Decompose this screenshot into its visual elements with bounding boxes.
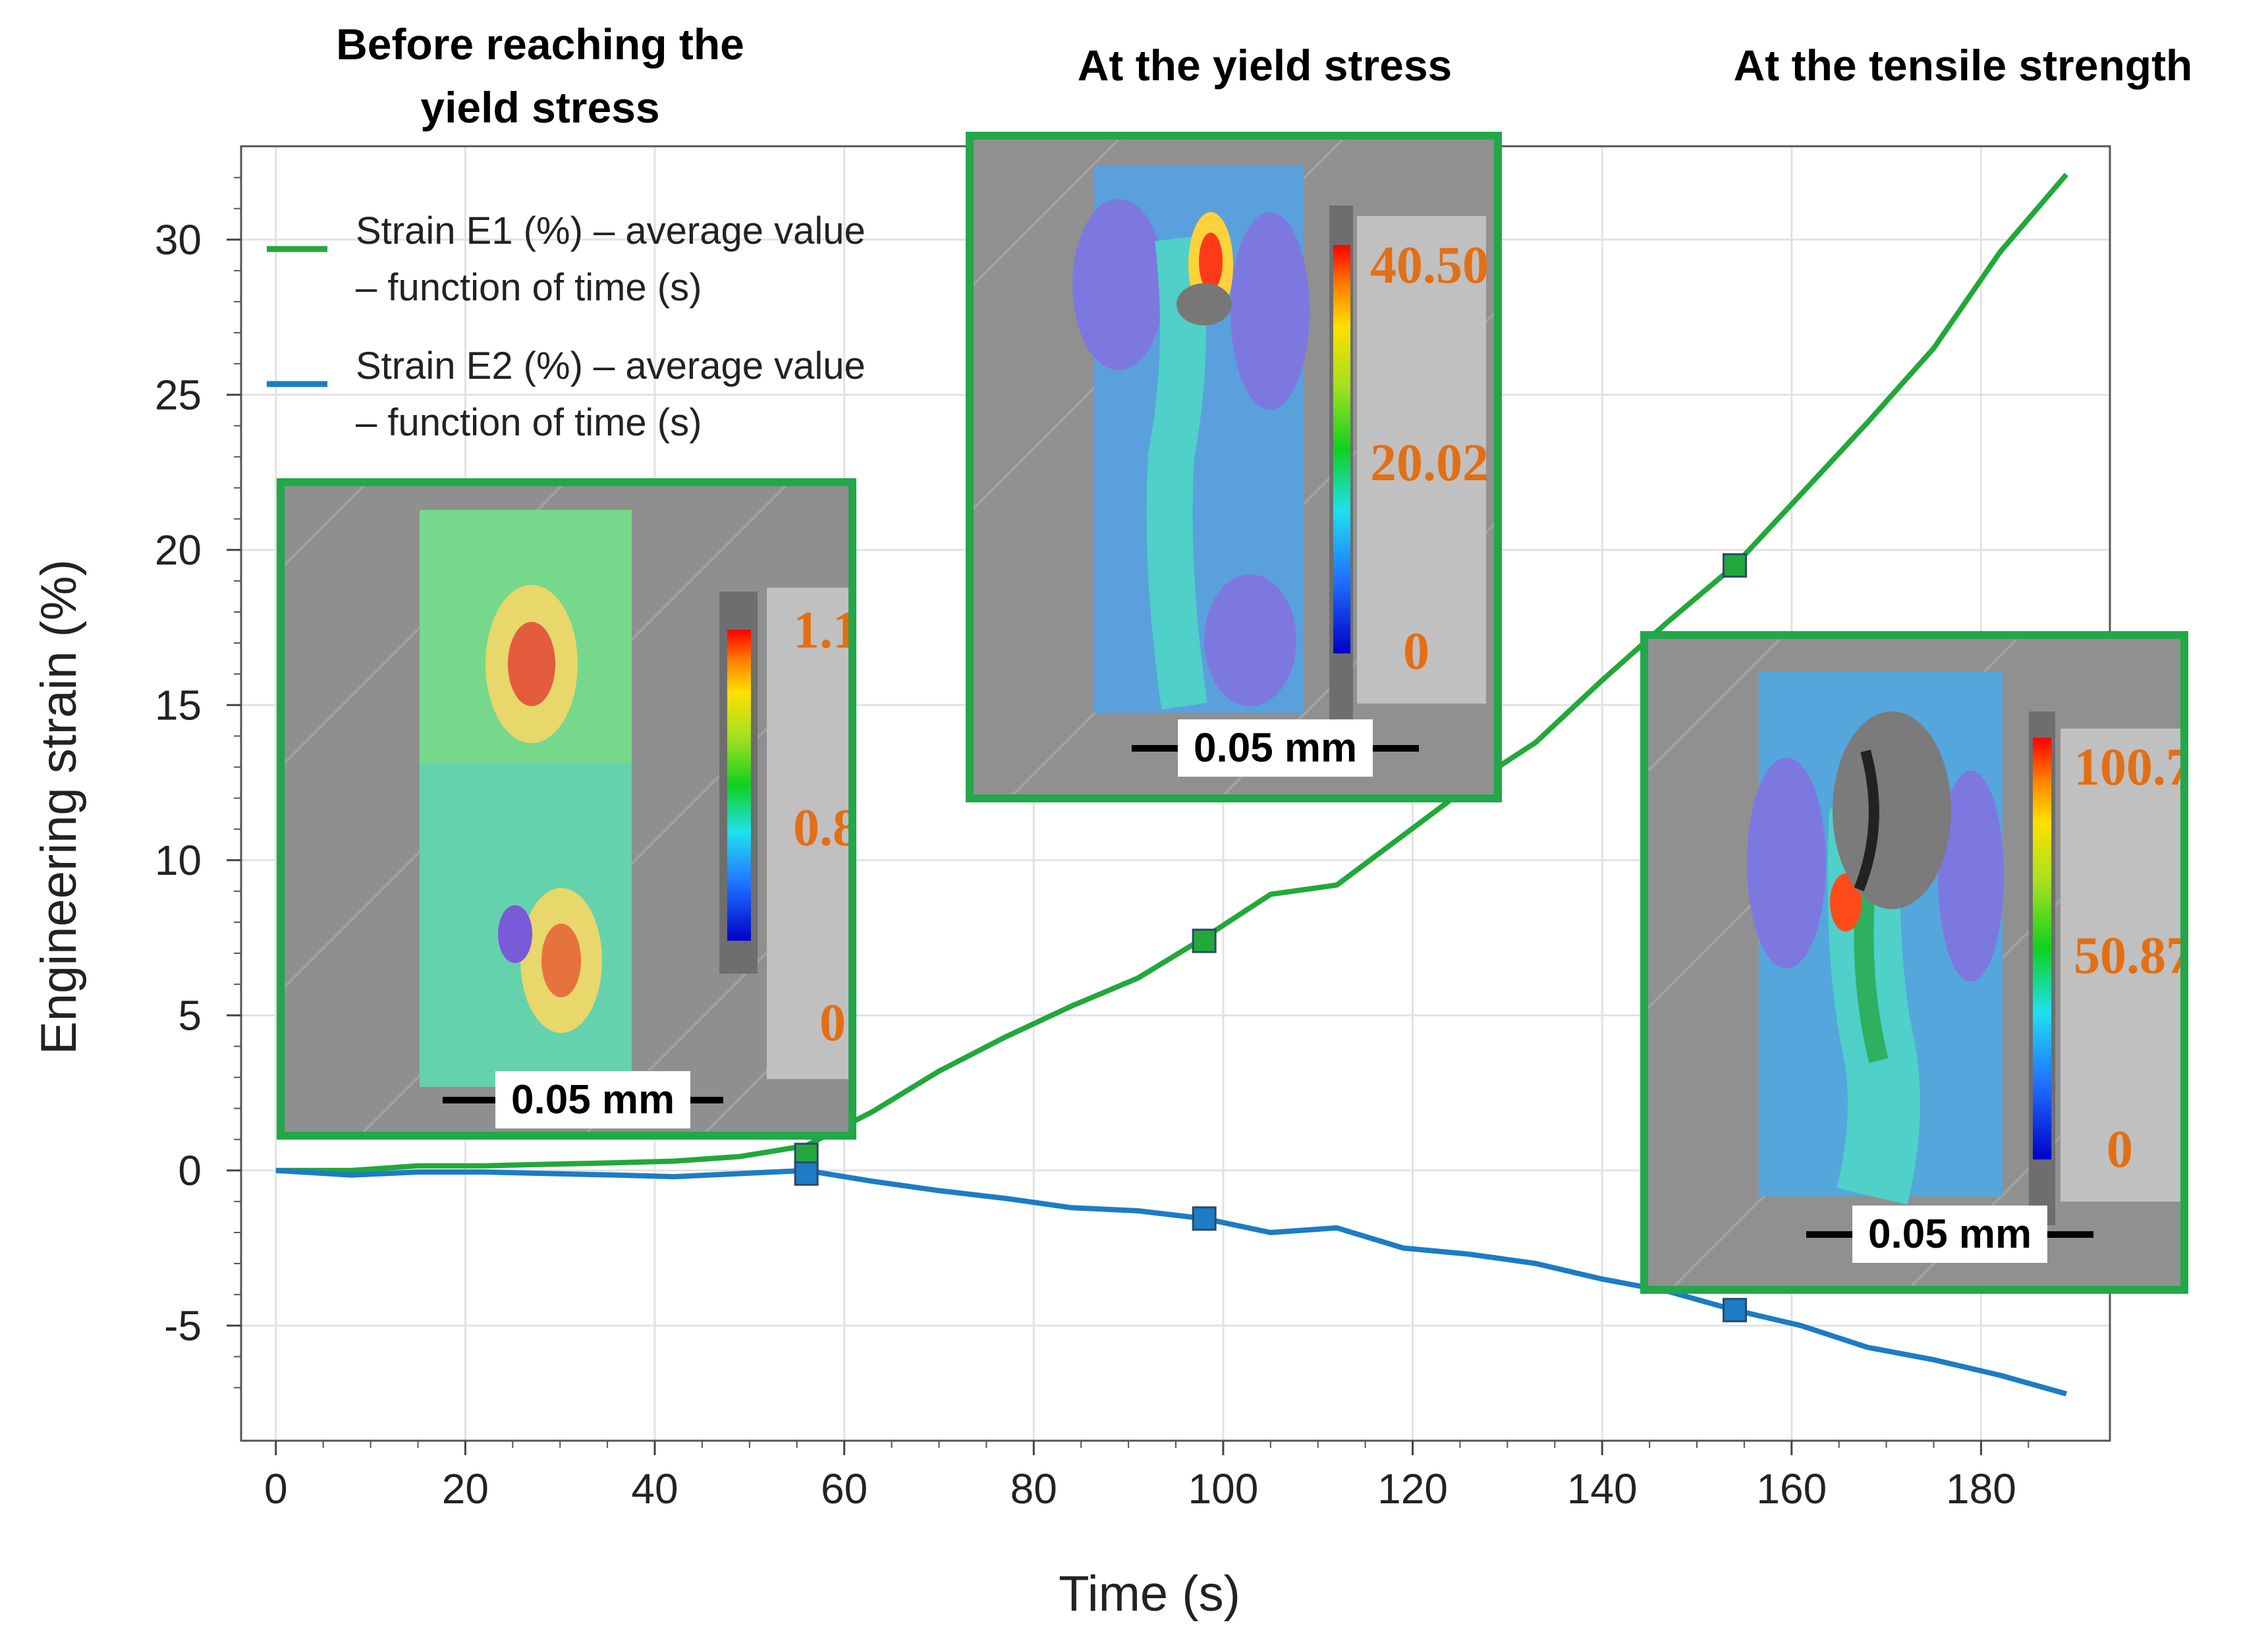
colorbar-min-value: 0 (819, 994, 846, 1052)
x-tick-label: 60 (821, 1465, 868, 1513)
dic-inset-yield: 40.50 20.02 0 0.05 mm (966, 132, 1502, 802)
x-tick-label: 0 (264, 1465, 288, 1513)
scale-bar-line (1132, 744, 1178, 752)
strain-field-image (285, 486, 848, 1132)
scale-bar-label: 0.05 mm (495, 1071, 691, 1128)
colorbar-max-value: 1.19 (793, 601, 856, 659)
colorbar-max-value: 100.7 (2074, 738, 2188, 796)
colorbar-min-value: 0 (1403, 623, 1429, 681)
legend-e2-label-line1: Strain E2 (%) – average value (356, 345, 866, 387)
colorbar-mid-value: 0.83 (793, 799, 856, 857)
stage-title-line: yield stress (420, 82, 660, 132)
legend-e1-label-line2: – function of time (s) (356, 266, 702, 309)
colorbar-max-value: 40.50 (1370, 236, 1489, 294)
scale-bar: 0.05 mm (443, 1071, 724, 1128)
axes: 0 20 40 60 80 100 120 140 160 180 -5 0 5 10 15 20 25 30 (155, 177, 2030, 1513)
colorbar-labels: 1.19 0.83 0 (767, 588, 856, 1079)
series-marker (794, 1161, 819, 1186)
x-tick-label: 120 (1377, 1465, 1448, 1513)
y-tick-label: 15 (155, 681, 202, 729)
legend-e2-label-line2: – function of time (s) (356, 401, 702, 444)
x-tick-label: 160 (1756, 1465, 1827, 1513)
colorbar-min-value: 0 (2107, 1121, 2133, 1179)
x-tick-label: 80 (1010, 1465, 1057, 1513)
stage-title-line: At the yield stress (1077, 41, 1452, 90)
scale-bar: 0.05 mm (1806, 1206, 2094, 1263)
series-marker (1723, 1298, 1748, 1323)
scale-bar-line (1806, 1231, 1852, 1238)
scale-bar-line (690, 1096, 724, 1103)
x-tick-label: 100 (1188, 1465, 1259, 1513)
y-tick-label: 30 (155, 216, 202, 264)
scale-bar: 0.05 mm (1132, 719, 1420, 777)
y-axis-label: Engineering strain (%) (31, 559, 87, 1055)
y-tick-label: 20 (155, 526, 202, 574)
scale-bar-label: 0.05 mm (1178, 719, 1373, 777)
dic-inset-before-yield: 1.19 0.83 0 0.05 mm (277, 478, 856, 1140)
colorbar-labels: 100.7 50.87 0 (2061, 729, 2180, 1202)
x-tick-label: 40 (631, 1465, 678, 1513)
y-tick-label: 10 (155, 837, 202, 884)
stage-title-tensile: At the tensile strength (1667, 34, 2259, 97)
scale-bar-line (1373, 744, 1420, 752)
scale-bar-label: 0.05 mm (1852, 1206, 2048, 1263)
dic-inset-tensile: 100.7 50.87 0 0.05 mm (1640, 631, 2188, 1294)
series-marker (1192, 928, 1217, 953)
y-tick-label: 25 (155, 371, 202, 418)
colorbar-mid-value: 20.02 (1370, 434, 1489, 492)
colorbar-mid-value: 50.87 (2074, 927, 2188, 985)
stage-title-yield: At the yield stress (1001, 34, 1528, 97)
x-tick-label: 180 (1946, 1465, 2016, 1513)
x-tick-label: 140 (1567, 1465, 1638, 1513)
series-line-e1 (275, 173, 2068, 1173)
scale-bar-line (443, 1096, 495, 1103)
y-tick-label: -5 (164, 1302, 202, 1349)
series-marker (1723, 553, 1748, 578)
x-axis-label: Time (s) (1059, 1566, 1240, 1622)
series (275, 173, 2068, 1397)
scale-bar-line (2047, 1231, 2094, 1238)
series-marker (1192, 1206, 1217, 1231)
stage-title-before-yield: Before reaching the yield stress (263, 13, 817, 139)
colorbar-labels: 40.50 20.02 0 (1357, 216, 1489, 704)
legend: Strain E1 (%) – average value – function… (267, 209, 866, 444)
x-tick-label: 20 (442, 1465, 489, 1513)
series-line-e2 (275, 1167, 2067, 1397)
y-tick-label: 5 (178, 991, 202, 1039)
stage-title-line: At the tensile strength (1733, 41, 2193, 90)
stage-title-line: Before reaching the (336, 20, 744, 69)
y-tick-label: 0 (178, 1147, 202, 1194)
legend-e1-label-line1: Strain E1 (%) – average value (356, 209, 866, 252)
